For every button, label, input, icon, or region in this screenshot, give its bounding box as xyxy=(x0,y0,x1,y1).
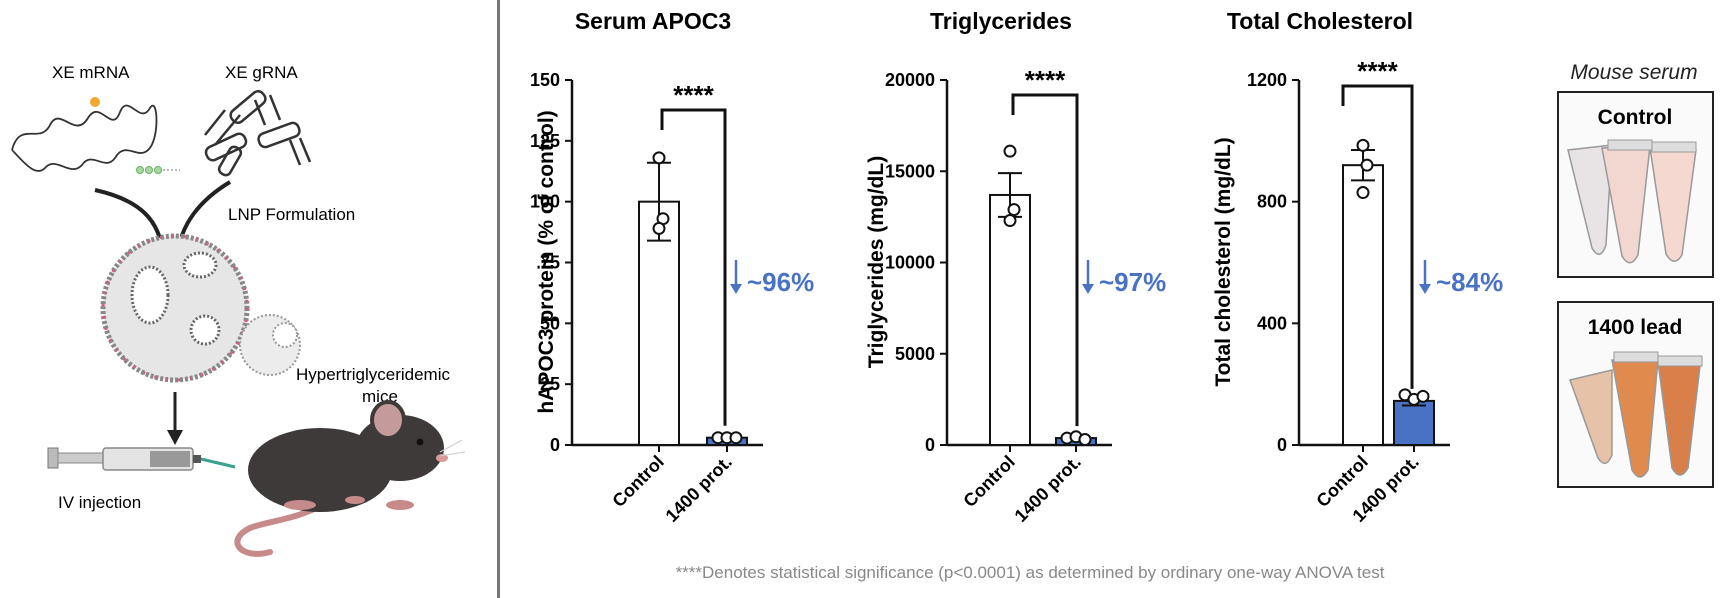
x-tick-label: 1400 prot. xyxy=(1011,452,1085,526)
bar-treated xyxy=(706,436,748,447)
y-tick-label: 1200 xyxy=(1247,70,1287,90)
data-point xyxy=(1398,388,1412,402)
y-tick-label: 15000 xyxy=(885,161,935,181)
mrna-label: XE mRNA xyxy=(52,63,130,82)
data-point xyxy=(1003,144,1017,158)
reduction-label: ~97% xyxy=(1099,267,1166,297)
data-point xyxy=(1078,433,1092,447)
serum-panel: Mouse serum Control 1400 lead xyxy=(1557,61,1714,488)
panel-divider xyxy=(497,0,500,598)
data-point xyxy=(720,431,734,445)
significance-stars: **** xyxy=(1025,65,1066,95)
injection-label: IV injection xyxy=(58,493,141,512)
bar-treated xyxy=(1393,399,1435,447)
mrna-strand-icon xyxy=(11,97,180,174)
data-point xyxy=(1356,186,1370,200)
y-tick-label: 100 xyxy=(530,192,560,212)
reduction-label: ~84% xyxy=(1436,267,1503,297)
data-point xyxy=(1416,389,1430,403)
data-point xyxy=(1360,158,1374,172)
data-point xyxy=(711,431,725,445)
chart-2-ylabel: Triglycerides (mg/dL) xyxy=(865,156,888,368)
reduction-arrowhead xyxy=(1082,284,1094,294)
significance-stars: **** xyxy=(673,80,714,110)
y-tick-label: 0 xyxy=(1277,435,1287,455)
control-serum-label: Control xyxy=(1598,106,1673,129)
y-tick-label: 25 xyxy=(540,374,560,394)
significance-bracket xyxy=(660,108,727,426)
y-tick-label: 150 xyxy=(530,70,560,90)
bar-control xyxy=(638,200,680,446)
data-point xyxy=(1407,392,1421,406)
down-arrow-icon xyxy=(167,392,183,445)
chart-3-ylabel: Total cholesterol (mg/dL) xyxy=(1212,137,1235,386)
data-point xyxy=(652,221,666,235)
lnp-particle-icon xyxy=(100,233,301,383)
data-point xyxy=(1007,203,1021,217)
lead-serum-label: 1400 lead xyxy=(1588,316,1683,339)
data-point xyxy=(1060,431,1074,445)
x-tick-label: 1400 prot. xyxy=(662,452,736,526)
reduction-arrowhead xyxy=(730,284,742,294)
bar-control xyxy=(1342,164,1384,447)
data-point xyxy=(656,212,670,226)
x-tick-label: 1400 prot. xyxy=(1349,452,1423,526)
serum-title: Mouse serum xyxy=(1570,61,1697,84)
y-tick-label: 125 xyxy=(530,131,560,151)
y-tick-label: 75 xyxy=(540,253,560,273)
grna-strand-icon xyxy=(204,89,312,177)
y-tick-label: 800 xyxy=(1257,192,1287,212)
syringe-icon xyxy=(47,447,236,471)
chart-2-title: Triglycerides xyxy=(930,8,1072,34)
control-tubes-icon xyxy=(1567,139,1697,264)
data-point xyxy=(1069,430,1083,444)
significance-bracket xyxy=(1011,93,1079,427)
significance-stars: **** xyxy=(1357,56,1398,86)
chart-1-ylabel: hAPOC3 protein (% of control) xyxy=(535,110,558,413)
y-tick-label: 0 xyxy=(925,435,935,455)
y-tick-label: 20000 xyxy=(885,70,935,90)
grna-label: XE gRNA xyxy=(225,63,298,82)
x-tick-label: Control xyxy=(608,452,667,511)
y-tick-label: 50 xyxy=(540,313,560,333)
y-tick-label: 10000 xyxy=(885,253,935,273)
data-point xyxy=(1356,138,1370,152)
lnp-label: LNP Formulation xyxy=(228,205,355,224)
y-tick-label: 0 xyxy=(550,435,560,455)
x-tick-label: Control xyxy=(959,452,1018,511)
chart-1-title: Serum APOC3 xyxy=(575,8,731,34)
data-point xyxy=(729,431,743,445)
chart-3-title: Total Cholesterol xyxy=(1227,8,1413,34)
significance-bracket xyxy=(1341,84,1414,389)
lead-tubes-icon xyxy=(1569,351,1703,478)
reduction-arrowhead xyxy=(1419,284,1431,294)
x-tick-label: Control xyxy=(1312,452,1371,511)
footnote: ****Denotes statistical significance (p<… xyxy=(676,563,1385,582)
data-point xyxy=(1003,214,1017,228)
mouse-icon xyxy=(234,400,466,557)
reduction-label: ~96% xyxy=(747,267,814,297)
y-tick-label: 400 xyxy=(1257,313,1287,333)
data-point xyxy=(652,151,666,165)
bar-control xyxy=(989,193,1031,446)
mice-label-line1: Hypertriglyceridemic xyxy=(296,365,450,384)
y-tick-label: 5000 xyxy=(895,344,935,364)
schematic-panel: XE mRNA XE gRNA LNP Formulation xyxy=(11,63,466,557)
bar-treated xyxy=(1055,437,1097,447)
